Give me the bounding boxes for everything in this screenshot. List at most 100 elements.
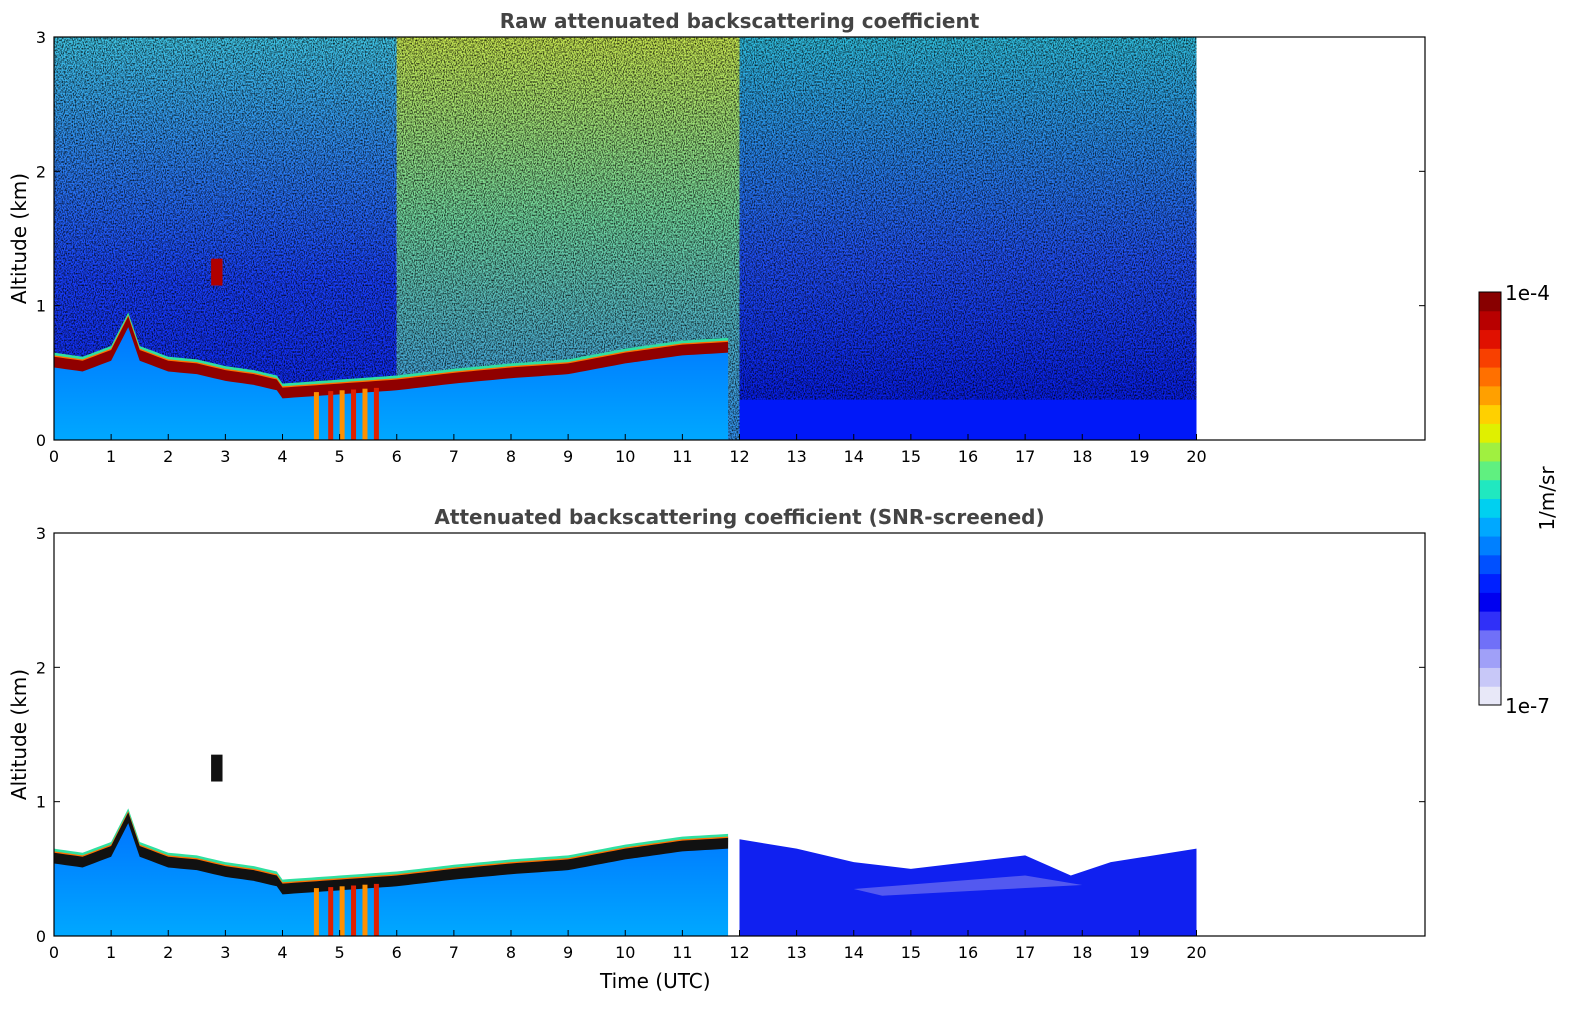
panel-raw: Raw attenuated backscattering coefficien…: [7, 9, 1426, 466]
x-ticks-raw: 0 1 2 3 4 5 6 7 8 9 10 11 12 13 14 15 16 17 18 19 20: [49, 434, 1207, 466]
x-tick-label: 9: [563, 447, 573, 466]
x-tick-label: 10: [615, 943, 635, 962]
precipitation-streak: [362, 388, 368, 440]
y-tick-label: 0: [36, 927, 46, 946]
x-axis-label: Time (UTC): [599, 969, 711, 993]
x-tick-label: 14: [844, 447, 864, 466]
x-tick-label: 14: [844, 943, 864, 962]
x-tick-label: 13: [786, 943, 806, 962]
precipitation-streak: [339, 886, 345, 936]
x-tick-label: 12: [729, 447, 749, 466]
colorbar-band: [1479, 442, 1501, 462]
colorbar-band: [1479, 686, 1501, 706]
x-tick-label: 13: [786, 447, 806, 466]
precipitation-streak: [339, 390, 345, 440]
colorbar-band: [1479, 592, 1501, 612]
y-ticks-screened: 0 1 2 3: [36, 524, 1425, 946]
precipitation-streak: [362, 884, 368, 936]
precipitation-streak: [313, 392, 319, 440]
colorbar-band: [1479, 517, 1501, 537]
colorbar-band: [1479, 460, 1501, 481]
colorbar-band: [1479, 554, 1501, 575]
colorbar-band: [1479, 611, 1501, 631]
colorbar-bands: [1479, 292, 1501, 706]
colorbar-band: [1479, 498, 1501, 518]
colorbar-band: [1479, 292, 1501, 312]
x-tick-label: 11: [672, 447, 692, 466]
x-tick-label: 3: [220, 447, 230, 466]
colorbar-band: [1479, 310, 1501, 331]
x-tick-label: 1: [106, 447, 116, 466]
precipitation-streak: [328, 391, 334, 440]
boundary-layer: [54, 811, 729, 936]
boundary-layer: [54, 315, 729, 440]
x-tick-label: 8: [506, 447, 516, 466]
y-ticks-raw: 0 1 2 3: [36, 28, 1425, 450]
colorbar-band: [1479, 648, 1501, 668]
x-tick-label: 4: [277, 943, 287, 962]
heatmap-raw: [54, 37, 1197, 440]
x-tick-label: 15: [901, 447, 921, 466]
precipitation-streak: [351, 389, 357, 440]
x-tick-label: 8: [506, 943, 516, 962]
y-tick-label: 3: [36, 28, 46, 47]
x-tick-label: 18: [1072, 943, 1092, 962]
colorbar-band: [1479, 479, 1501, 499]
colorbar-unit-label: 1/m/sr: [1535, 466, 1559, 531]
precipitation-streak: [373, 387, 379, 440]
colorbar: 1e-4 1e-7 1/m/sr: [1478, 281, 1559, 718]
colorbar-band: [1479, 329, 1501, 349]
x-tick-label: 2: [163, 447, 173, 466]
x-tick-label: 16: [958, 943, 978, 962]
colorbar-band: [1479, 404, 1501, 424]
chart-title-screened: Attenuated backscattering coefficient (S…: [434, 505, 1044, 529]
x-tick-label: 0: [49, 447, 59, 466]
colorbar-band: [1479, 385, 1501, 406]
screened-faint-patch: [853, 875, 1083, 896]
x-tick-label: 17: [1015, 943, 1035, 962]
heatmap-screened: [54, 754, 1197, 936]
layer-core: [54, 812, 729, 895]
y-tick-label: 1: [36, 793, 46, 812]
x-tick-label: 4: [277, 447, 287, 466]
y-axis-label-screened: Altitude (km): [7, 669, 31, 800]
precipitation-streak: [313, 888, 319, 936]
heatmap-body: [54, 37, 1197, 440]
colorbar-band: [1479, 423, 1501, 443]
panel-screened: Attenuated backscattering coefficient (S…: [7, 505, 1426, 993]
elevated-plume: [211, 754, 223, 782]
y-tick-label: 2: [36, 162, 46, 181]
colorbar-band: [1479, 348, 1501, 368]
x-tick-label: 2: [163, 943, 173, 962]
near-surface-aerosol: [739, 399, 1197, 440]
colorbar-max-label: 1e-4: [1505, 281, 1550, 305]
x-tick-label: 10: [615, 447, 635, 466]
x-tick-label: 5: [335, 943, 345, 962]
x-tick-label: 20: [1186, 447, 1206, 466]
layer-core: [54, 316, 729, 399]
y-tick-label: 0: [36, 431, 46, 450]
x-tick-label: 18: [1072, 447, 1092, 466]
chart-title-raw: Raw attenuated backscattering coefficien…: [500, 9, 980, 33]
x-tick-label: 12: [729, 943, 749, 962]
precipitation-streak: [373, 883, 379, 936]
colorbar-band: [1479, 667, 1501, 687]
y-axis-label-raw: Altitude (km): [7, 173, 31, 304]
colorbar-min-label: 1e-7: [1505, 694, 1550, 718]
colorbar-band: [1479, 536, 1501, 556]
x-tick-label: 7: [449, 943, 459, 962]
colorbar-band: [1479, 367, 1501, 387]
x-tick-label: 17: [1015, 447, 1035, 466]
colorbar-band: [1479, 629, 1501, 650]
colorbar-band: [1479, 573, 1501, 593]
x-tick-label: 6: [392, 447, 402, 466]
x-tick-label: 1: [106, 943, 116, 962]
x-tick-label: 7: [449, 447, 459, 466]
x-tick-label: 11: [672, 943, 692, 962]
x-tick-label: 0: [49, 943, 59, 962]
elevated-plume: [211, 258, 223, 286]
x-ticks-screened: 0 1 2 3 4 5 6 7 8 9 10 11 12 13 14 15 16 17 18 19 20: [49, 930, 1207, 962]
x-tick-label: 20: [1186, 943, 1206, 962]
x-tick-label: 16: [958, 447, 978, 466]
x-tick-label: 9: [563, 943, 573, 962]
